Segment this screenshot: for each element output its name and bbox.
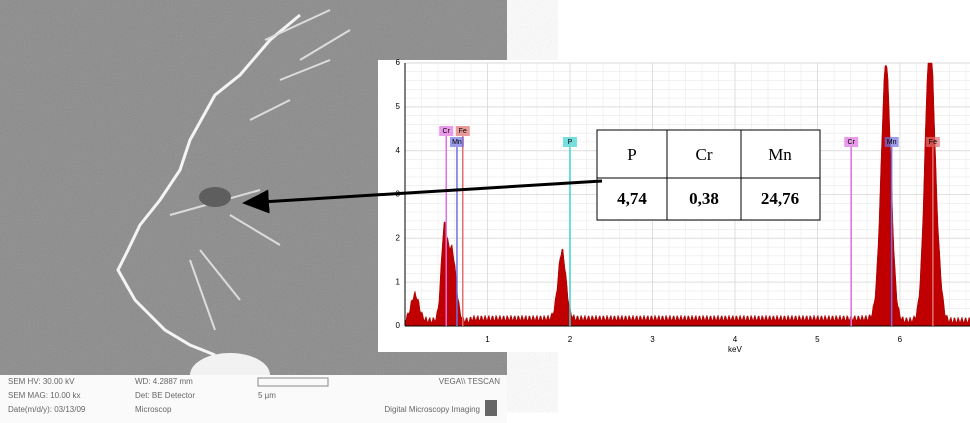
brand: VEGA\\ TESCAN: [439, 377, 500, 386]
operator: Microscop: [135, 405, 172, 414]
table-header: Mn: [768, 145, 792, 164]
y-tick-label: 1: [396, 277, 401, 286]
peak-label: Fe: [929, 139, 937, 146]
peak-label-box: [439, 126, 454, 136]
table-cell: 0,38: [689, 189, 719, 208]
x-tick-label: 3: [650, 335, 655, 344]
table-cell: 24,76: [761, 189, 799, 208]
scale-label: 5 µm: [258, 391, 276, 400]
table-cell: 4,74: [617, 189, 647, 208]
peak-label: Mn: [452, 139, 462, 146]
y-tick-label: 5: [396, 102, 401, 111]
peak-label: Mn: [887, 139, 897, 146]
peak-label-box: [925, 137, 940, 147]
peak-label: P: [568, 139, 573, 146]
peak-label-box: [455, 126, 470, 136]
mag: SEM MAG: 10.00 kx: [8, 391, 80, 400]
sem-info: SEM HV: 30.00 kV WD: 4.2887 mm VEGA\\ TE…: [8, 377, 500, 414]
peak-label: Cr: [443, 128, 451, 135]
x-tick-label: 1: [485, 335, 490, 344]
detector: Det: BE Detector: [135, 391, 195, 400]
table-header: Cr: [696, 145, 713, 164]
y-tick-label: 6: [396, 58, 401, 67]
result-table: P Cr Mn 4,74 0,38 24,76: [596, 129, 821, 221]
x-axis-label: keV: [728, 345, 742, 354]
peak-label: Fe: [459, 128, 467, 135]
x-tick-label: 2: [568, 335, 573, 344]
x-tick-label: 6: [898, 335, 903, 344]
peak-label-box: [449, 137, 464, 147]
y-tick-label: 4: [396, 146, 401, 155]
y-tick-label: 2: [396, 233, 401, 242]
peak-label-box: [562, 137, 577, 147]
peak-label-box: [844, 137, 859, 147]
date: Date(m/d/y): 03/13/09: [8, 405, 86, 414]
peak-label: Cr: [848, 139, 856, 146]
hv: SEM HV: 30.00 kV: [8, 377, 75, 386]
spectrum-area: [404, 62, 970, 327]
table-header: P: [627, 145, 636, 164]
x-tick-label: 5: [815, 335, 820, 344]
y-tick-label: 0: [396, 321, 401, 330]
arrow: [242, 179, 603, 214]
x-tick-label: 4: [733, 335, 738, 344]
wd: WD: 4.2887 mm: [135, 377, 193, 386]
peak-label-box: [884, 137, 899, 147]
software: Digital Microscopy Imaging: [384, 405, 480, 414]
